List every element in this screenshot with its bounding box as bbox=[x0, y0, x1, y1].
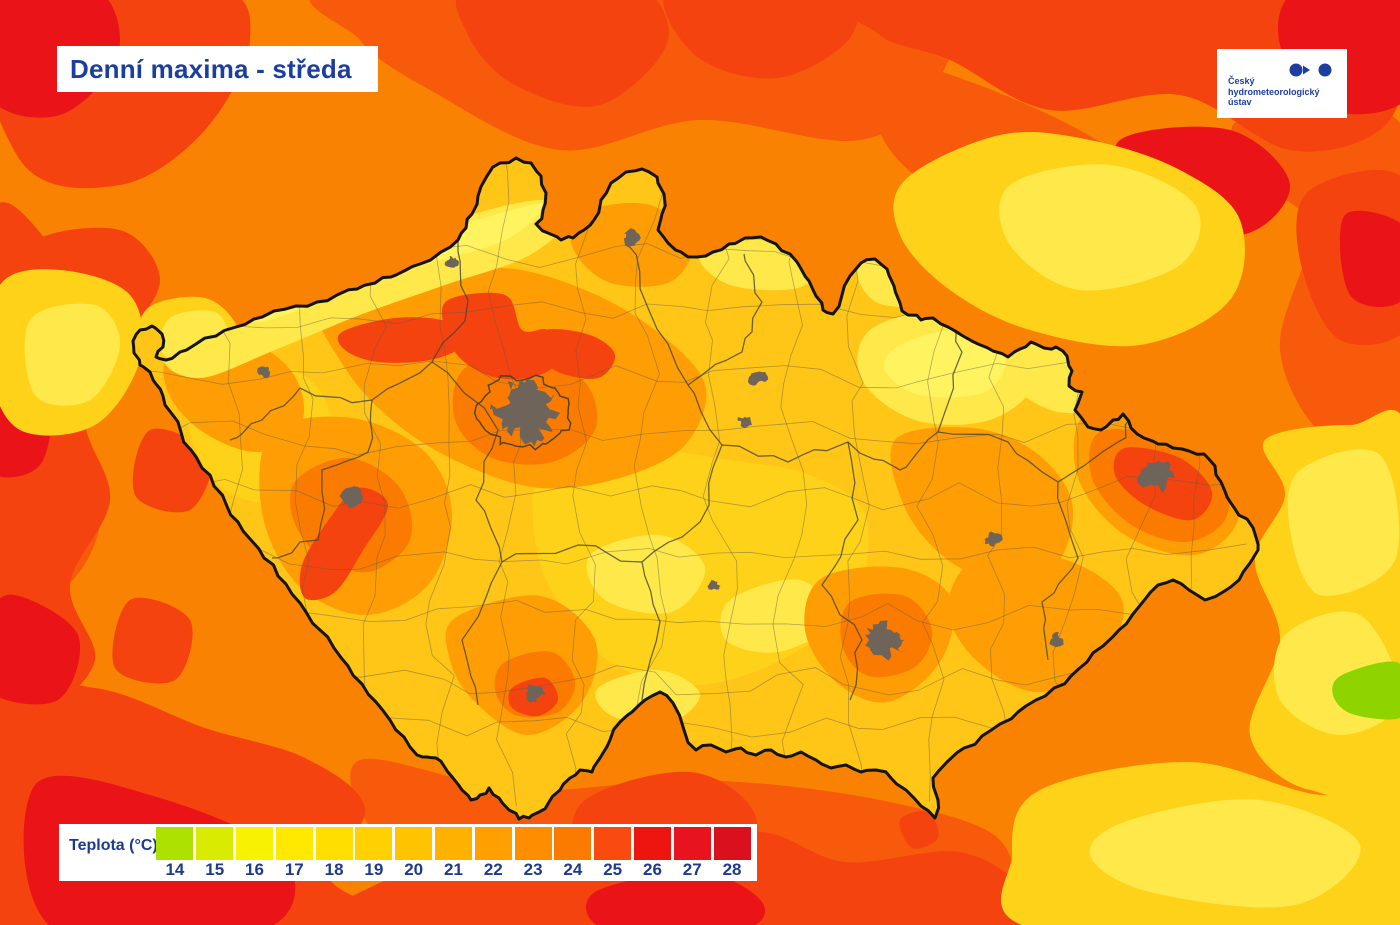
legend-cell: 25 bbox=[593, 827, 633, 879]
city-area bbox=[1049, 631, 1064, 648]
city-area bbox=[257, 366, 271, 379]
page-title: Denní maxima - středa bbox=[70, 54, 352, 84]
legend-swatch bbox=[434, 827, 472, 860]
city-area-ostrava bbox=[1137, 460, 1175, 494]
legend-tick: 17 bbox=[284, 860, 304, 879]
legend-tick: 26 bbox=[643, 860, 662, 879]
city-area-ceske-budejovice bbox=[525, 683, 546, 703]
chmi-logo-text: Český hydrometeorologický ústav bbox=[1228, 76, 1320, 108]
legend-swatch bbox=[156, 827, 194, 860]
temperature-legend: Teplota (°C) 14 15 16 17 18 19 20 21 22 23 24 25 26 2… bbox=[59, 824, 757, 881]
legend-tick: 23 bbox=[523, 860, 543, 879]
logo-line: Český bbox=[1228, 76, 1255, 86]
city-area bbox=[707, 579, 721, 590]
legend-swatch bbox=[633, 827, 671, 860]
legend-swatch bbox=[673, 827, 711, 860]
legend-title: Teplota (°C) bbox=[69, 837, 158, 854]
city-area bbox=[737, 416, 752, 429]
legend-cell: 22 bbox=[473, 827, 513, 879]
chmi-logo-card: Český hydrometeorologický ústav bbox=[1217, 49, 1347, 118]
city-area-plzen bbox=[339, 486, 363, 508]
legend-tick: 27 bbox=[682, 860, 702, 879]
legend-cell: 16 bbox=[235, 827, 275, 879]
legend-tick: 19 bbox=[364, 860, 384, 879]
legend-tick: 22 bbox=[483, 860, 503, 879]
legend-cell: 21 bbox=[434, 827, 474, 879]
logo-line: hydrometeorologický bbox=[1228, 86, 1320, 97]
legend-swatch bbox=[594, 827, 632, 860]
legend-swatch bbox=[196, 827, 234, 860]
legend-swatch bbox=[275, 827, 313, 860]
city-area-brno bbox=[864, 620, 905, 661]
logo-line: ústav bbox=[1228, 97, 1252, 107]
legend-swatch bbox=[395, 827, 433, 860]
legend-swatch bbox=[315, 827, 353, 860]
city-area bbox=[444, 256, 459, 268]
legend-tick: 24 bbox=[563, 860, 583, 879]
city-area-prague bbox=[489, 379, 560, 447]
legend-tick: 25 bbox=[603, 860, 623, 879]
legend-tick: 20 bbox=[404, 860, 424, 879]
legend-swatch bbox=[474, 827, 512, 860]
legend-cell: 23 bbox=[513, 827, 553, 879]
legend-tick: 28 bbox=[722, 860, 742, 879]
legend-swatch bbox=[713, 827, 751, 860]
legend-swatch bbox=[554, 827, 592, 860]
legend-swatch bbox=[235, 827, 273, 860]
legend-cell: 17 bbox=[274, 827, 314, 879]
legend-cell: 24 bbox=[553, 827, 593, 879]
legend-swatch bbox=[514, 827, 552, 860]
map-title-box: Denní maxima - středa bbox=[57, 46, 378, 92]
legend-cell: 20 bbox=[394, 827, 434, 879]
legend-tick: 18 bbox=[324, 860, 344, 879]
legend-swatch bbox=[355, 827, 393, 860]
legend-cell: 15 bbox=[195, 827, 235, 879]
city-area-liberec bbox=[623, 228, 641, 248]
legend-cell: 18 bbox=[314, 827, 354, 879]
legend-tick: 14 bbox=[165, 860, 185, 879]
legend-cell: 27 bbox=[672, 827, 712, 879]
legend-tick: 15 bbox=[205, 860, 225, 879]
legend-tick: 21 bbox=[444, 860, 463, 879]
city-area bbox=[748, 371, 769, 386]
legend-cell: 19 bbox=[354, 827, 394, 879]
city-area bbox=[984, 531, 1003, 547]
chmi-logo-icon bbox=[1289, 63, 1332, 77]
legend-cell: 26 bbox=[633, 827, 673, 879]
legend-cell: 14 bbox=[155, 827, 195, 879]
legend-cell: 28 bbox=[712, 827, 752, 879]
legend-scale: 14 15 16 17 18 19 20 21 22 23 24 25 26 27 28 bbox=[155, 827, 752, 879]
legend-tick: 16 bbox=[245, 860, 264, 879]
